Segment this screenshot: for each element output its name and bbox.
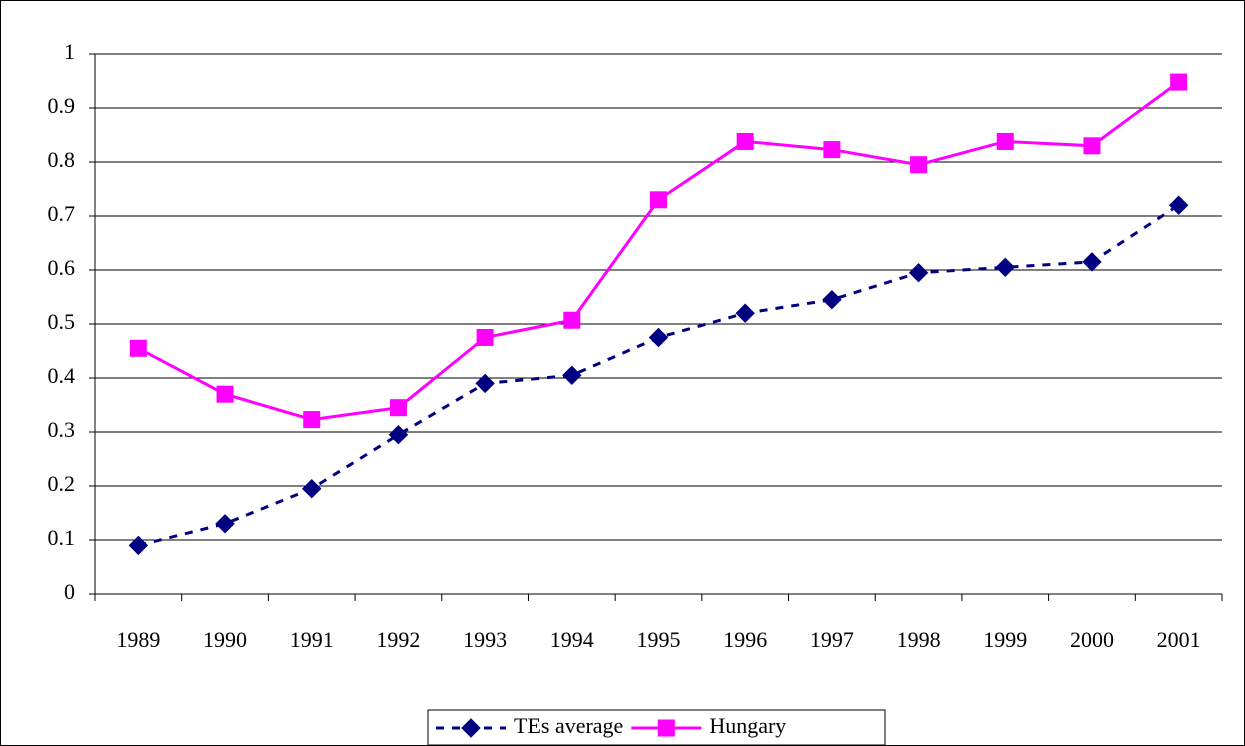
data-point xyxy=(910,156,928,174)
data-point xyxy=(648,327,669,348)
x-tick-label: 1996 xyxy=(723,627,767,652)
data-point xyxy=(389,399,407,417)
data-point xyxy=(1083,137,1101,155)
data-point xyxy=(1168,195,1189,215)
y-tick-label: 0.4 xyxy=(48,363,76,388)
x-tick-label: 1990 xyxy=(203,627,247,652)
legend-marker xyxy=(657,719,675,737)
y-tick-label: 0.2 xyxy=(48,471,76,496)
x-tick-label: 1989 xyxy=(116,627,160,652)
x-tick-label: 1993 xyxy=(463,627,507,652)
x-tick-label: 1991 xyxy=(290,627,334,652)
data-point xyxy=(1170,73,1188,91)
y-tick-label: 0 xyxy=(64,579,75,604)
data-point xyxy=(563,311,581,329)
legend-marker xyxy=(461,718,481,738)
data-point xyxy=(995,257,1015,278)
data-point xyxy=(823,141,841,159)
x-tick-label: 1995 xyxy=(637,627,681,652)
data-point xyxy=(302,478,322,499)
data-point xyxy=(996,132,1014,150)
legend-label: TEs average xyxy=(514,713,623,738)
x-tick-label: 1994 xyxy=(550,627,594,652)
data-point xyxy=(128,535,149,556)
data-point xyxy=(303,411,321,429)
y-tick-label: 0.6 xyxy=(48,255,76,280)
data-point xyxy=(908,262,929,283)
data-point xyxy=(735,303,755,323)
x-tick-label: 1997 xyxy=(810,627,854,652)
data-point xyxy=(650,191,667,209)
data-point xyxy=(129,339,147,357)
data-point xyxy=(388,424,409,445)
x-tick-label: 1998 xyxy=(897,627,941,652)
y-tick-label: 0.5 xyxy=(48,309,76,334)
x-tick-label: 1992 xyxy=(376,627,420,652)
x-tick-label: 2001 xyxy=(1157,627,1201,652)
data-point xyxy=(1082,252,1102,272)
x-tick-label: 2000 xyxy=(1070,627,1114,652)
y-tick-label: 1 xyxy=(64,39,75,64)
y-tick-label: 0.7 xyxy=(48,201,76,226)
data-point xyxy=(736,132,754,150)
y-tick-label: 0.3 xyxy=(48,417,76,442)
y-tick-label: 0.1 xyxy=(48,525,76,550)
data-point xyxy=(562,365,582,386)
data-point xyxy=(476,329,494,346)
legend-label: Hungary xyxy=(709,713,786,738)
x-tick-label: 1999 xyxy=(983,627,1027,652)
y-tick-label: 0.8 xyxy=(48,147,76,172)
data-point xyxy=(822,289,842,310)
data-point xyxy=(475,373,495,394)
data-point xyxy=(215,514,235,534)
y-tick-label: 0.9 xyxy=(48,93,76,118)
data-point xyxy=(216,385,234,403)
